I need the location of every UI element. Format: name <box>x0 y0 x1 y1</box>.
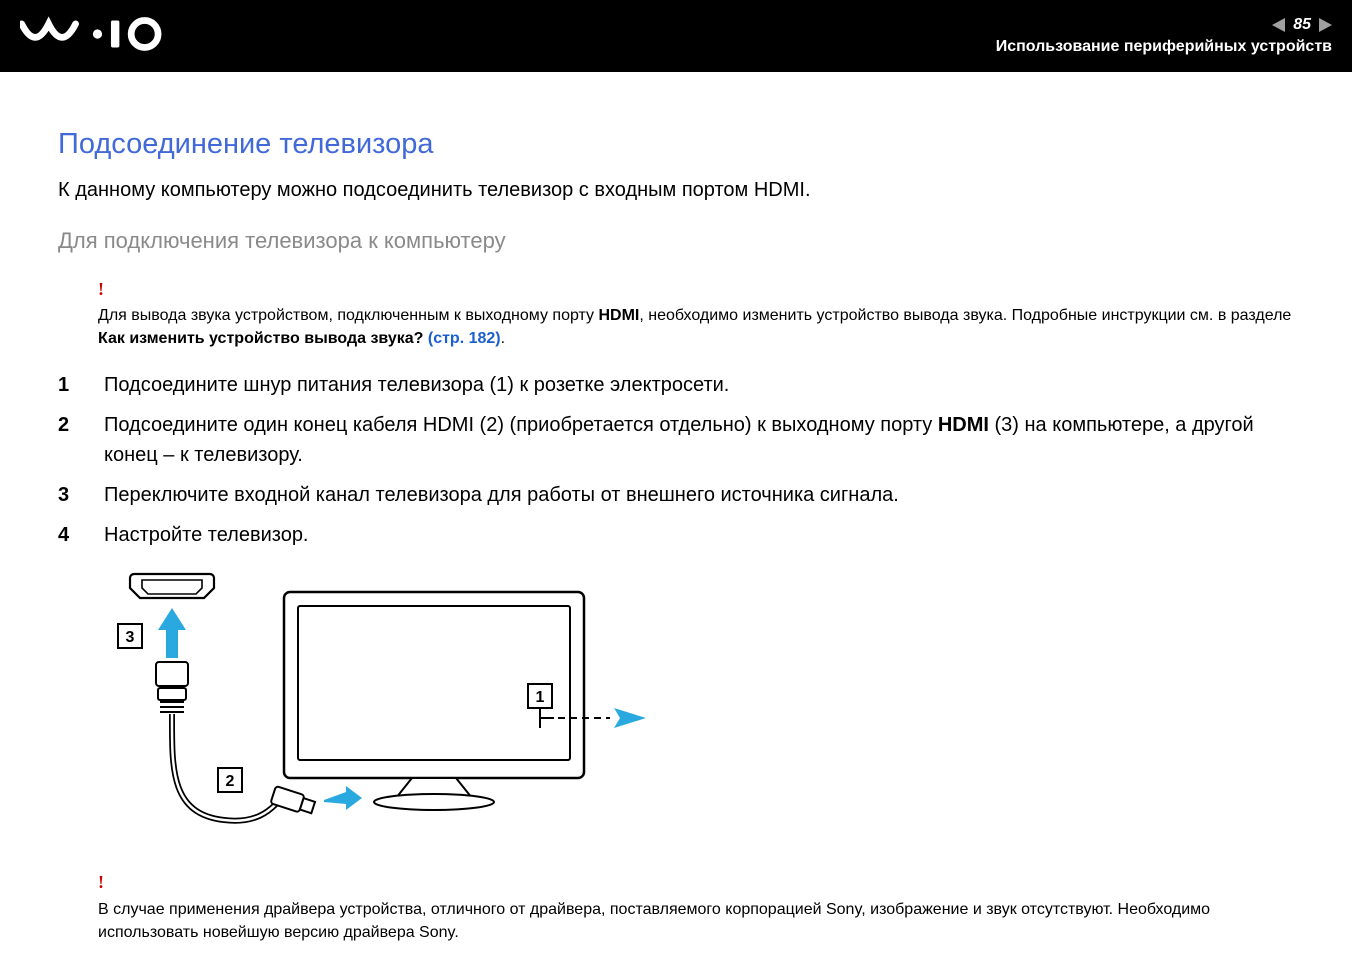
heading-2: Для подключения телевизора к компьютеру <box>58 228 1294 254</box>
nav-next-icon[interactable] <box>1319 18 1332 32</box>
power-arrow-icon <box>614 708 646 728</box>
note-bottom: ! В случае применения драйвера устройств… <box>98 869 1294 943</box>
step-item: Настройте телевизор. <box>58 520 1294 550</box>
note-mark-icon: ! <box>98 276 1294 302</box>
page-nav: 85 <box>996 16 1332 34</box>
page-number: 85 <box>1293 16 1311 34</box>
step-text: Подсоедините шнур питания телевизора (1)… <box>104 374 729 396</box>
nav-prev-icon[interactable] <box>1272 18 1285 32</box>
step-text-pre: Подсоедините один конец кабеля HDMI (2) … <box>104 414 938 436</box>
connection-diagram: 3 2 <box>98 568 1294 843</box>
intro-text: К данному компьютеру можно подсоединить … <box>58 179 1294 202</box>
note-top-bold1: HDMI <box>598 307 639 324</box>
step-text: Настройте телевизор. <box>104 524 309 546</box>
section-title: Использование периферийных устройств <box>996 38 1332 56</box>
callout-1: 1 <box>528 684 552 708</box>
step-item: Подсоедините один конец кабеля HDMI (2) … <box>58 410 1294 470</box>
svg-text:1: 1 <box>536 689 545 706</box>
svg-text:3: 3 <box>126 629 135 646</box>
svg-text:2: 2 <box>226 773 235 790</box>
callout-3: 3 <box>118 624 142 648</box>
step-text: Переключите входной канал телевизора для… <box>104 484 899 506</box>
page-content: Подсоединение телевизора К данному компь… <box>0 72 1352 964</box>
step-item: Переключите входной канал телевизора для… <box>58 480 1294 510</box>
callout-2: 2 <box>218 768 242 792</box>
heading-1: Подсоединение телевизора <box>58 128 1294 161</box>
hdmi-arrow-icon <box>158 608 186 658</box>
page-header: 85 Использование периферийных устройств <box>0 0 1352 72</box>
note-top-pre: Для вывода звука устройством, подключенн… <box>98 307 598 324</box>
hdmi-plug2-icon <box>270 786 316 816</box>
vaio-logo <box>20 15 180 58</box>
plug-arrow-icon <box>324 786 362 810</box>
note-top-mid: , необходимо изменить устройство вывода … <box>639 307 1291 324</box>
note-top-bold2: Как изменить устройство вывода звука? <box>98 330 428 347</box>
note-bottom-text: В случае применения драйвера устройства,… <box>98 901 1210 941</box>
note-mark-icon: ! <box>98 869 1294 895</box>
header-right: 85 Использование периферийных устройств <box>996 16 1332 56</box>
step-item: Подсоедините шнур питания телевизора (1)… <box>58 370 1294 400</box>
hdmi-port-icon <box>130 574 214 598</box>
steps-list: Подсоедините шнур питания телевизора (1)… <box>58 370 1294 550</box>
note-top-tail: . <box>501 330 505 347</box>
step-text-bold: HDMI <box>938 414 989 436</box>
note-top: ! Для вывода звука устройством, подключе… <box>98 276 1294 350</box>
hdmi-plug-icon <box>156 662 188 712</box>
note-top-link[interactable]: (стр. 182) <box>428 330 501 347</box>
